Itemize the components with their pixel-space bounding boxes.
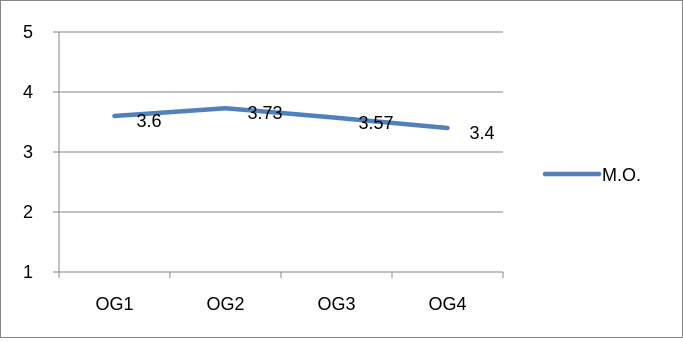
y-tick-label: 3 xyxy=(23,142,33,162)
legend-label: M.O. xyxy=(602,165,641,185)
y-tick-label: 1 xyxy=(23,262,33,282)
gridlines xyxy=(59,31,503,213)
legend: M.O. xyxy=(542,165,641,185)
x-tick-label: OG3 xyxy=(317,294,355,314)
data-label: 3.6 xyxy=(137,111,162,131)
y-tick-label: 2 xyxy=(23,202,33,222)
data-label: 3.73 xyxy=(248,103,283,123)
series-layer xyxy=(112,105,450,131)
line-chart: 1 2 3 4 5 OG1 OG2 OG3 OG4 3.6 3.73 3.57 3.4 M.O. xyxy=(23,22,641,314)
x-tick-label: OG1 xyxy=(95,294,133,314)
x-tick-label: OG4 xyxy=(428,294,466,314)
y-tick-label: 5 xyxy=(23,22,33,42)
x-tick-label: OG2 xyxy=(206,294,244,314)
axes: 1 2 3 4 5 OG1 OG2 OG3 OG4 xyxy=(23,22,504,314)
series-line xyxy=(112,105,450,131)
data-label: 3.57 xyxy=(359,113,394,133)
data-label: 3.4 xyxy=(470,123,495,143)
y-tick-label: 4 xyxy=(23,82,33,102)
data-labels: 3.6 3.73 3.57 3.4 xyxy=(137,103,495,143)
